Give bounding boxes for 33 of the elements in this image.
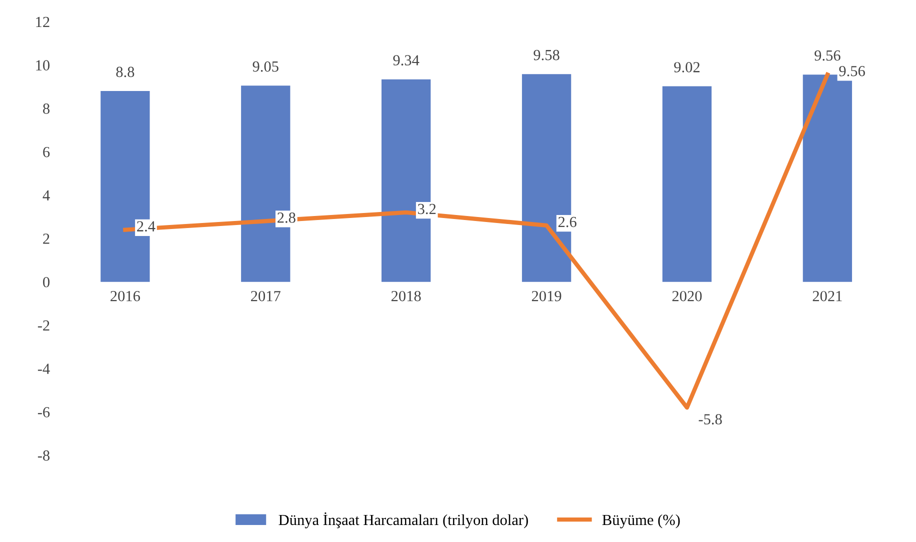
bar <box>802 74 852 282</box>
x-tick-label: 2020 <box>672 290 702 302</box>
data-label: 2.6 <box>558 216 576 228</box>
legend-label: Dünya İnşaat Harcamaları (trilyon dolar) <box>278 512 528 528</box>
y-tick-label: 6 <box>43 146 50 158</box>
x-tick-label: 2019 <box>532 290 562 302</box>
y-tick-label: -8 <box>38 450 50 461</box>
data-label: 8.8 <box>116 66 134 78</box>
data-label: 2.8 <box>278 212 296 223</box>
data-label: 2.4 <box>137 221 156 232</box>
data-label: 9.34 <box>393 55 420 66</box>
y-tick-label: -4 <box>38 364 50 374</box>
y-tick-label: 8 <box>43 104 50 114</box>
x-tick-label: 2016 <box>110 290 140 302</box>
data-label: 9.58 <box>534 50 560 60</box>
data-label: 9.56 <box>814 50 840 61</box>
y-tick-label: -6 <box>38 407 50 418</box>
data-label: 9.05 <box>252 61 278 72</box>
y-tick-label: 4 <box>42 190 50 200</box>
y-tick-label: 0 <box>43 276 50 288</box>
y-tick-label: 10 <box>36 60 50 70</box>
y-tick-label: -2 <box>38 320 50 330</box>
data-label: 9.02 <box>674 62 700 72</box>
data-label: 3.2 <box>418 204 436 214</box>
legend-label: Büyüme (%) <box>602 514 680 528</box>
y-tick-label: 12 <box>36 16 50 27</box>
bar <box>662 86 712 282</box>
x-tick-label: 2021 <box>812 290 842 302</box>
x-tick-label: 2018 <box>391 290 421 302</box>
data-label: -5.8 <box>698 414 722 424</box>
x-tick-label: 2017 <box>251 290 280 302</box>
data-label: 9.56 <box>839 66 865 76</box>
y-tick-label: 2 <box>43 234 50 244</box>
